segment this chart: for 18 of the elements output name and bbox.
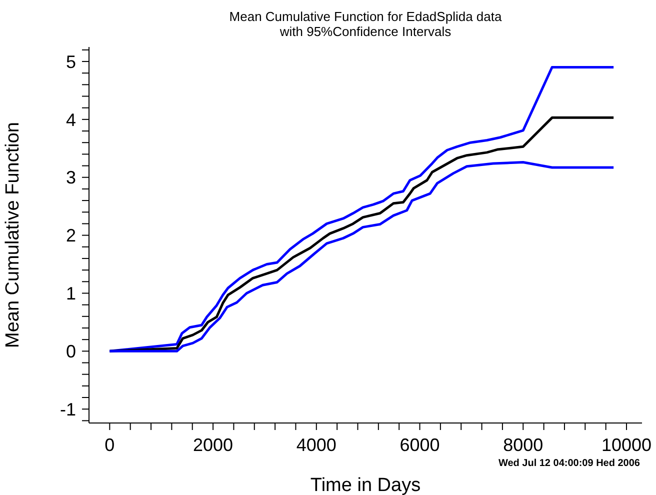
x-tick-label: 2000 — [193, 434, 234, 455]
y-tick-label: 4 — [66, 110, 76, 130]
y-tick-label: 2 — [66, 226, 76, 246]
x-tick-label: 0 — [104, 434, 115, 455]
x-tick-label: 6000 — [400, 434, 440, 455]
y-tick-label: 5 — [66, 52, 76, 72]
y-axis-title: Mean Cumulative Function — [2, 122, 24, 348]
x-axis-title: Time in Days — [310, 475, 421, 495]
x-tick-label: 4000 — [296, 434, 336, 455]
text: Wed Jul 12 04:00:09 Hed 2006 — [497, 458, 640, 469]
x-tick-label: 10000 — [601, 434, 652, 455]
y-tick-label: -1 — [60, 399, 76, 420]
y-tick-label: 0 — [66, 342, 76, 362]
y-tick-label: 3 — [66, 168, 76, 188]
chart-title: Mean Cumulative Function for EdadSplida data — [228, 9, 503, 24]
chart-subtitle: with 95%Confidence Intervals — [278, 24, 452, 39]
y-tick-label: 1 — [66, 284, 76, 304]
x-tick-label: 8000 — [503, 434, 544, 455]
